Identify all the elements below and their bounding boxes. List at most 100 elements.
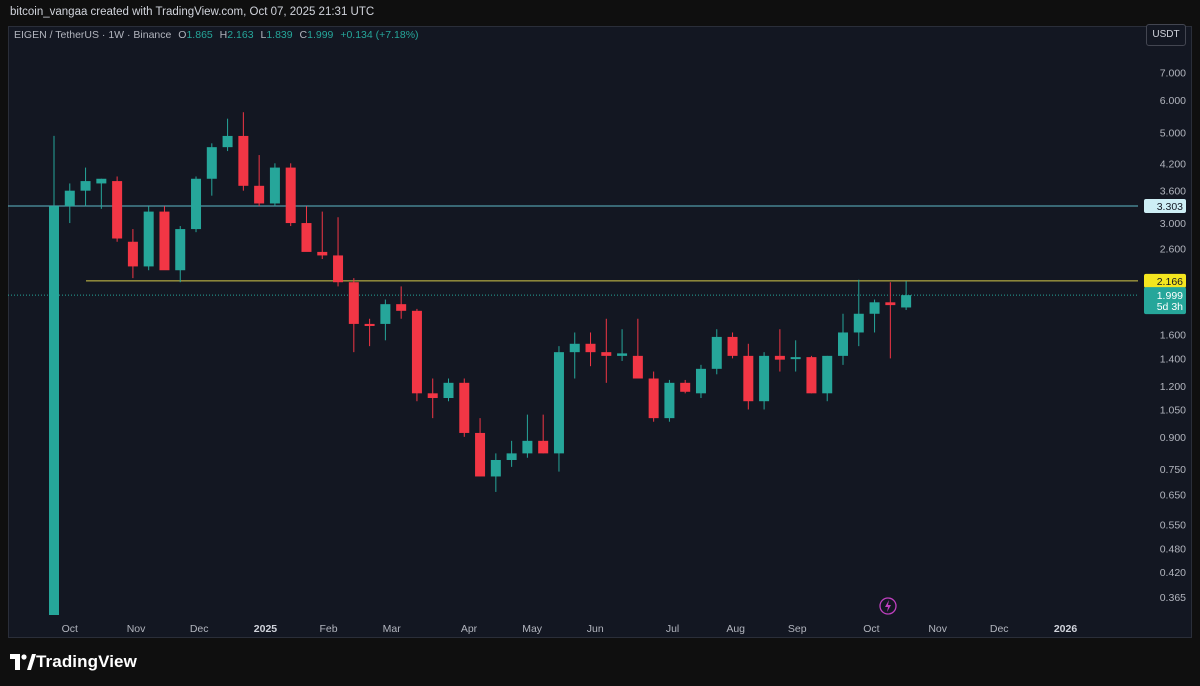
candle-body [285, 167, 296, 224]
candle-body [506, 453, 517, 460]
time-tick-label: Aug [726, 623, 745, 635]
price-tick-label: 6.000 [1160, 95, 1186, 107]
candle-body [648, 378, 659, 419]
price-tick-label: 1.600 [1160, 330, 1186, 342]
candle-body [569, 343, 580, 353]
candle-body [364, 323, 375, 327]
chart-panel [8, 26, 1192, 638]
change-value: +0.134 (+7.18%) [340, 29, 419, 41]
candle-body [348, 282, 359, 324]
candle-body [64, 190, 75, 207]
high-value: 2.163 [227, 29, 254, 41]
candle-body [664, 382, 675, 419]
candle-body [901, 295, 912, 308]
low-value: 1.839 [266, 29, 293, 41]
event-marker-ring [879, 597, 897, 615]
price-tick-label: 0.365 [1160, 592, 1186, 604]
time-tick-label: Nov [928, 623, 947, 635]
open-value: 1.865 [186, 29, 213, 41]
candle-body [80, 181, 91, 191]
candle-body [822, 355, 833, 394]
candle-body [885, 302, 896, 306]
candle-body [317, 251, 328, 256]
candle-body [869, 302, 880, 314]
time-tick-label: Apr [461, 623, 478, 635]
level-price-tag [1144, 198, 1186, 213]
time-tick-label: Sep [788, 623, 807, 635]
candle-body [411, 310, 422, 394]
candle-body [396, 304, 407, 311]
candlestick-chart[interactable]: 7.000 6.000 5.000 4.200 3.600 3.000 2.600 1.600… [8, 26, 1192, 638]
candle-body [254, 185, 265, 204]
time-tick-label: Mar [383, 623, 402, 635]
price-tick-label: 1.050 [1160, 404, 1186, 416]
price-tick-label: 0.750 [1160, 464, 1186, 476]
ohlc-legend: EIGEN / TetherUS · 1W · Binance O1.865 H… [14, 29, 419, 41]
time-tick-label: Dec [190, 623, 209, 635]
candle-body [743, 355, 754, 402]
price-tick-label: 7.000 [1160, 68, 1186, 80]
candle-body [490, 459, 501, 477]
candle-body [695, 368, 706, 394]
time-tick-label: Feb [320, 623, 338, 635]
high-label: H [219, 29, 228, 41]
time-tick-label: Jul [666, 623, 679, 635]
candle-body [427, 393, 438, 399]
time-tick-label: Nov [127, 623, 146, 635]
time-tick-label: Oct [863, 623, 879, 635]
price-tick-label: 0.420 [1160, 567, 1186, 579]
tradingview-logo-icon [10, 654, 36, 670]
brand-name: TradingView [36, 652, 137, 671]
candle-body [238, 135, 249, 186]
candle-body [806, 357, 817, 394]
close-value: 1.999 [307, 29, 334, 41]
candle-body [333, 255, 344, 283]
price-tick-label: 0.650 [1160, 490, 1186, 502]
level-price-label: 3.303 [1157, 201, 1183, 213]
candle-body [711, 336, 722, 369]
candle-body [475, 432, 486, 477]
candle-body [759, 355, 770, 402]
price-tick-label: 0.480 [1160, 543, 1186, 555]
time-tick-label: 2025 [254, 623, 278, 635]
symbol-label: EIGEN / TetherUS · 1W · Binance [14, 29, 172, 41]
time-tick-label: Jun [587, 623, 604, 635]
candle-body [380, 304, 391, 324]
candle-body [222, 135, 233, 148]
candle-body [632, 355, 643, 379]
currency-button[interactable]: USDT [1146, 24, 1186, 46]
price-tick-label: 3.000 [1160, 218, 1186, 230]
candle-body [175, 229, 186, 271]
candle-body [553, 352, 564, 454]
price-tick-label: 1.400 [1160, 353, 1186, 365]
candle-body [159, 211, 170, 271]
price-tick-label: 0.900 [1160, 432, 1186, 444]
candle-body [617, 353, 628, 356]
footer-brand: TradingView [8, 650, 137, 674]
candle-body [853, 313, 864, 333]
time-tick-label: Dec [990, 623, 1009, 635]
close-label: C [299, 29, 308, 41]
level-price-label: 2.166 [1157, 276, 1183, 288]
bar-countdown-label: 5d 3h [1157, 301, 1183, 313]
candle-body [301, 223, 312, 252]
last-price-tag [1144, 287, 1186, 315]
candle-body [601, 352, 612, 356]
low-label: L [260, 29, 267, 41]
candle-body [459, 382, 470, 433]
candle-body [191, 178, 202, 230]
candle-body [96, 178, 107, 184]
candle-body [443, 382, 454, 399]
event-marker-bolt [885, 600, 891, 612]
top-bar: bitcoin_vangaa created with TradingView.… [0, 0, 1200, 26]
candle-body [727, 336, 738, 356]
level-price-tag [1144, 273, 1186, 288]
candle-body [269, 167, 280, 204]
candle-body [206, 147, 217, 179]
chart-byline: bitcoin_vangaa created with TradingView.… [10, 6, 375, 18]
price-tick-label: 2.600 [1160, 243, 1186, 255]
candle-body [143, 211, 154, 267]
candle-body [49, 206, 59, 615]
event-marker-icon [879, 597, 897, 615]
candle-body [112, 181, 123, 239]
